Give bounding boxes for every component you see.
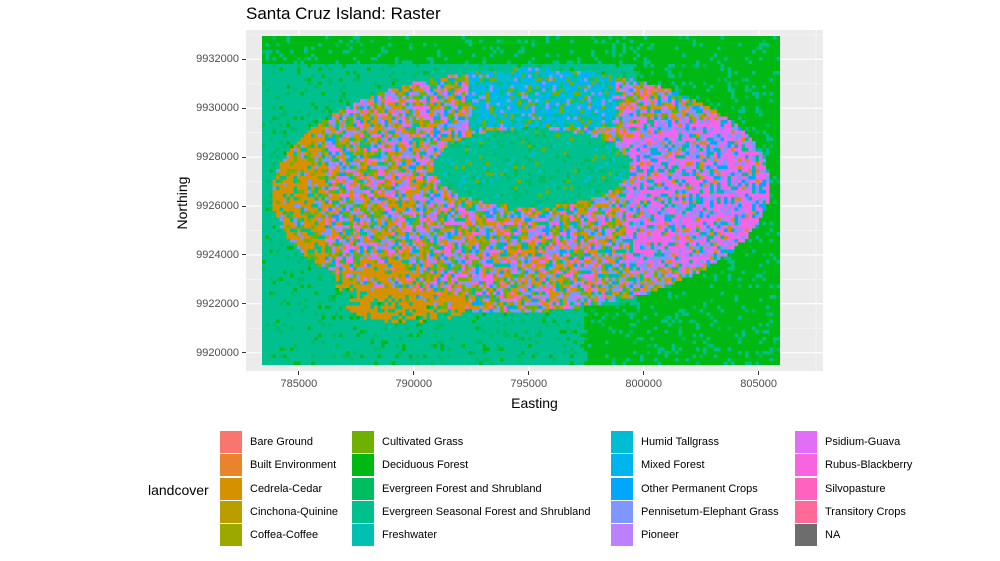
legend-key <box>795 454 817 477</box>
x-axis-label: Easting <box>511 395 558 411</box>
legend-item: Coffea-Coffee <box>220 524 319 547</box>
legend-item: Built Environment <box>220 454 337 477</box>
legend-item: Cinchona-Quinine <box>220 500 339 523</box>
legend-item: Deciduous Forest <box>352 454 469 477</box>
legend-label: Cinchona-Quinine <box>250 505 339 518</box>
legend-key <box>611 500 633 523</box>
legend-item: Bare Ground <box>220 431 313 453</box>
legend-item: Freshwater <box>352 524 438 547</box>
legend-label: Silvopasture <box>825 482 886 495</box>
y-tick-label: 9924000 <box>196 248 239 261</box>
legend-label: Rubus-Blackberry <box>825 459 913 472</box>
legend-key <box>795 477 817 500</box>
legend-item: Transitory Crops <box>795 500 906 523</box>
legend-item: Cultivated Grass <box>352 431 463 453</box>
y-tick-label: 9920000 <box>196 346 239 359</box>
legend-key <box>352 477 374 500</box>
x-tick-mark <box>643 371 645 375</box>
legend-label: Freshwater <box>382 529 438 542</box>
y-axis-label: Northing <box>174 176 190 230</box>
chart-title: Santa Cruz Island: Raster <box>246 4 441 23</box>
legend-label: Cultivated Grass <box>382 436 464 448</box>
plot-panel <box>246 30 823 371</box>
legend-key <box>795 431 817 453</box>
legend-item: Psidium-Guava <box>795 431 900 453</box>
x-tick-label: 795000 <box>510 378 548 390</box>
legend-key <box>611 454 633 477</box>
x-tick-label: 790000 <box>395 378 433 390</box>
y-tick-mark <box>242 107 246 109</box>
legend-key <box>611 477 633 500</box>
x-tick-mark <box>528 371 530 375</box>
legend-item: Pioneer <box>611 524 679 547</box>
y-tick-mark <box>242 205 246 207</box>
legend-key <box>220 454 242 477</box>
y-tick-mark <box>242 58 246 60</box>
y-tick-label: 9922000 <box>196 297 239 310</box>
legend-key <box>352 431 374 453</box>
y-tick-mark <box>242 254 246 256</box>
legend-label: Other Permanent Crops <box>641 482 758 495</box>
legend-label: Pennisetum-Elephant Grass <box>641 505 779 518</box>
y-tick-label: 9932000 <box>196 53 239 66</box>
legend-key <box>220 477 242 500</box>
y-tick-label: 9930000 <box>196 102 239 115</box>
legend-label: Coffea-Coffee <box>250 529 319 542</box>
legend-label: Pioneer <box>641 529 679 542</box>
legend-label: Cedrela-Cedar <box>250 482 323 495</box>
legend-key <box>611 524 633 547</box>
legend-key <box>611 431 633 453</box>
legend-label: NA <box>825 529 841 542</box>
legend-key <box>352 500 374 523</box>
legend-item: NA <box>795 524 841 547</box>
legend-label: Humid Tallgrass <box>641 436 720 448</box>
y-tick-mark <box>242 156 246 158</box>
legend-label: Built Environment <box>250 459 337 472</box>
y-tick-mark <box>242 352 246 354</box>
landcover-raster <box>262 36 781 366</box>
legend-item: Silvopasture <box>795 477 886 500</box>
x-tick-mark <box>298 371 300 375</box>
legend-item: Humid Tallgrass <box>611 431 719 453</box>
raster-map <box>246 30 823 371</box>
legend-label: Evergreen Forest and Shrubland <box>382 482 542 495</box>
legend-item: Mixed Forest <box>611 454 705 477</box>
legend-key <box>352 524 374 547</box>
legend-key <box>795 524 817 547</box>
legend-label: Psidium-Guava <box>825 436 901 448</box>
legend-key <box>220 524 242 547</box>
x-tick-mark <box>413 371 415 375</box>
legend-label: Transitory Crops <box>825 505 906 518</box>
legend-label: Evergreen Seasonal Forest and Shrubland <box>382 505 591 518</box>
legend-item: Other Permanent Crops <box>611 477 758 500</box>
legend-item: Cedrela-Cedar <box>220 477 323 500</box>
legend-key <box>220 431 242 453</box>
x-tick-label: 800000 <box>625 378 663 390</box>
y-tick-label: 9928000 <box>196 151 239 164</box>
legend-item: Pennisetum-Elephant Grass <box>611 500 779 523</box>
y-tick-label: 9926000 <box>196 200 239 212</box>
legend-item: Evergreen Seasonal Forest and Shrubland <box>352 500 591 523</box>
x-tick-mark <box>758 371 760 375</box>
legend-label: Mixed Forest <box>641 459 705 472</box>
legend-key <box>352 454 374 477</box>
legend-item: Rubus-Blackberry <box>795 454 913 477</box>
legend-key <box>220 500 242 523</box>
legend-key <box>795 500 817 523</box>
y-tick-mark <box>242 303 246 305</box>
legend-label: Bare Ground <box>250 436 313 448</box>
legend-label: Deciduous Forest <box>382 459 469 472</box>
legend-item: Evergreen Forest and Shrubland <box>352 477 542 500</box>
legend-title: landcover <box>148 482 209 498</box>
x-tick-label: 805000 <box>740 378 777 390</box>
x-tick-label: 785000 <box>280 378 318 390</box>
